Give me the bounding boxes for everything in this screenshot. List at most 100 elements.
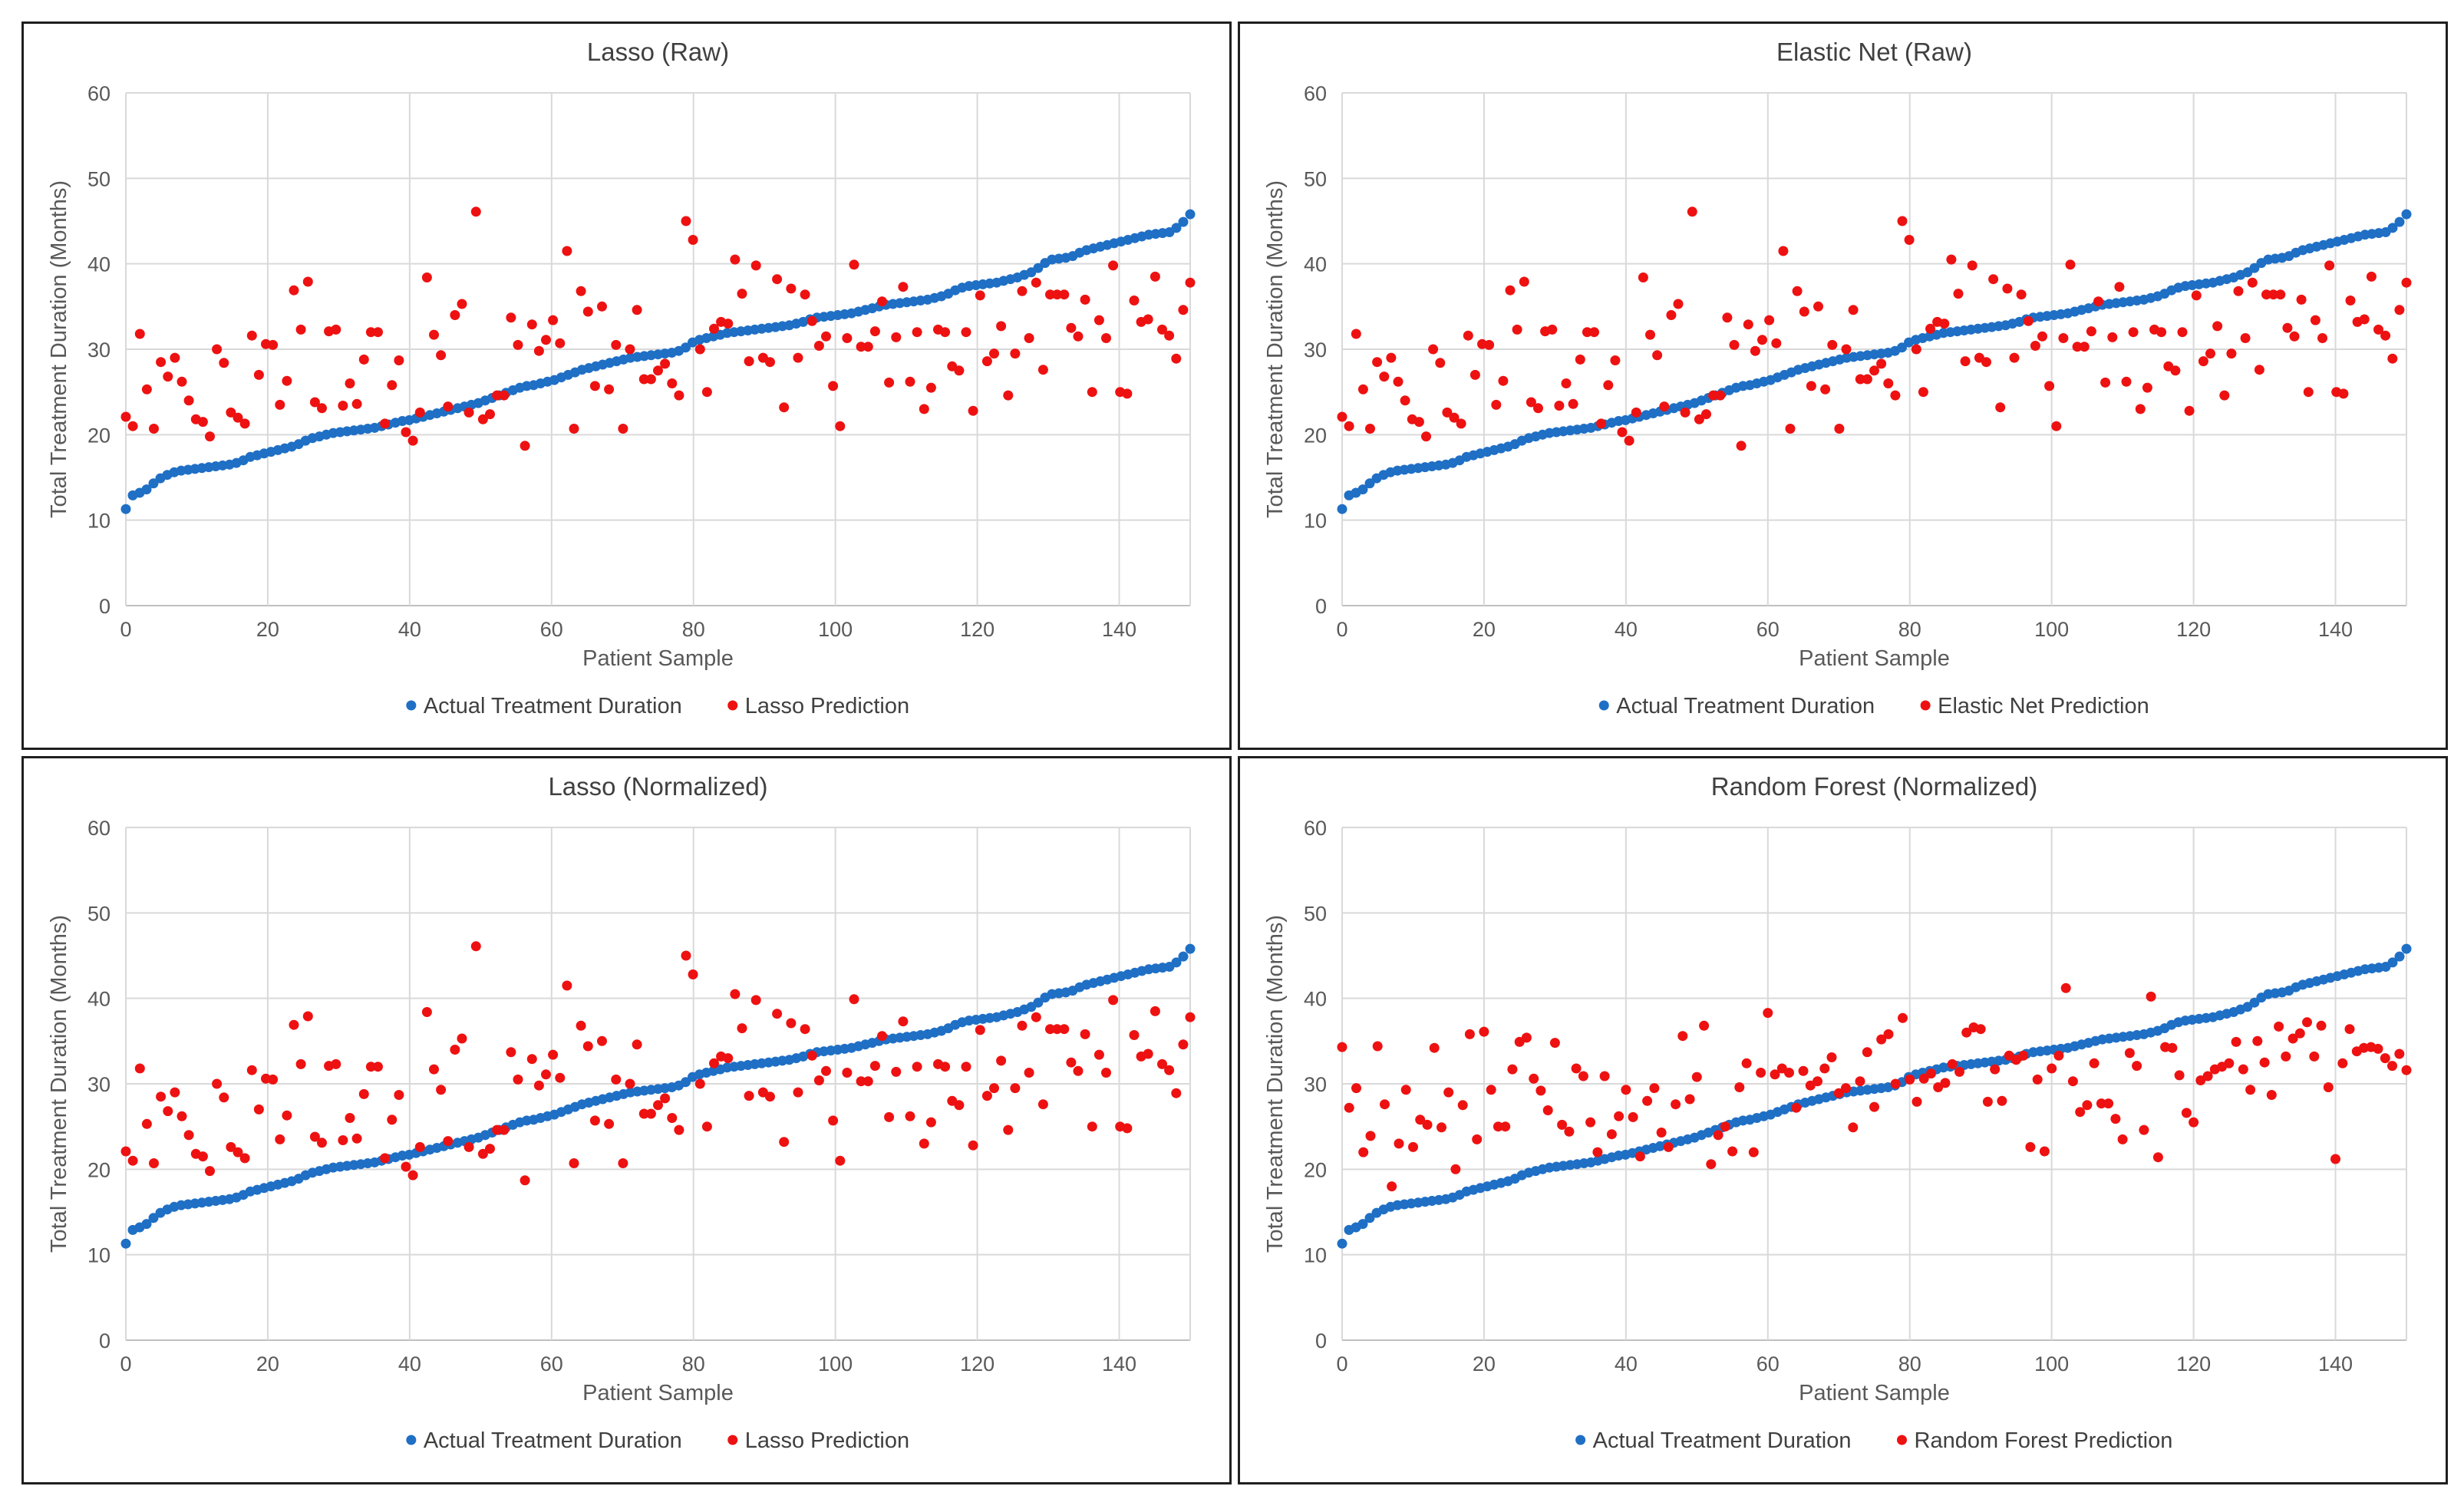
series-actual — [120, 943, 1196, 1249]
prediction-point — [1357, 384, 1368, 395]
prediction-point — [1610, 355, 1621, 365]
prediction-point — [863, 342, 873, 352]
prediction-point — [1834, 424, 1845, 434]
prediction-point — [1519, 276, 1529, 287]
prediction-point — [246, 1065, 257, 1075]
prediction-point — [1415, 1115, 1426, 1125]
x-tick-label: 0 — [120, 1352, 131, 1375]
prediction-point — [1820, 384, 1831, 395]
prediction-point — [233, 412, 243, 423]
prediction-point — [793, 352, 803, 363]
prediction-point — [632, 305, 642, 315]
prediction-point — [1967, 260, 1977, 271]
y-tick-label: 10 — [87, 1244, 111, 1267]
prediction-point — [149, 424, 159, 434]
y-tick-label: 60 — [87, 817, 111, 840]
prediction-point — [1380, 1099, 1390, 1110]
prediction-point — [1603, 380, 1614, 391]
prediction-point — [2093, 296, 2103, 307]
prediction-point — [1614, 1111, 1625, 1121]
prediction-point — [1715, 390, 1726, 401]
x-tick-label: 20 — [256, 618, 279, 641]
prediction-point — [1791, 1102, 1802, 1113]
prediction-point — [289, 1019, 299, 1030]
prediction-point — [1491, 399, 1502, 410]
prediction-point — [1982, 1096, 1993, 1107]
prediction-point — [1592, 1147, 1603, 1158]
prediction-point — [1756, 1068, 1766, 1078]
prediction-point — [772, 274, 783, 285]
series-actual — [1337, 209, 2412, 514]
legend-label: Actual Treatment Duration — [424, 1428, 682, 1453]
prediction-point — [701, 1121, 712, 1132]
prediction-point — [1734, 1082, 1745, 1092]
prediction-point — [1813, 301, 1823, 312]
prediction-point — [1093, 1049, 1104, 1060]
prediction-point — [2261, 289, 2271, 300]
prediction-point — [919, 1138, 929, 1149]
prediction-point — [2274, 1021, 2284, 1032]
prediction-point — [2316, 1020, 2327, 1031]
prediction-point — [1926, 1068, 1936, 1079]
prediction-point — [2259, 1057, 2270, 1068]
prediction-point — [506, 1047, 516, 1058]
prediction-point — [968, 1140, 978, 1151]
actual-point — [120, 504, 131, 514]
prediction-point — [1833, 1088, 1844, 1098]
prediction-point — [869, 1061, 880, 1072]
prediction-point — [828, 381, 839, 391]
prediction-point — [694, 1078, 705, 1089]
prediction-point — [2018, 1050, 2029, 1061]
prediction-point — [2224, 1058, 2235, 1068]
y-tick-label: 40 — [1304, 988, 1327, 1011]
prediction-point — [2110, 1114, 2121, 1124]
prediction-point — [197, 1151, 208, 1162]
actual-point — [681, 1077, 691, 1088]
x-tick-label: 60 — [540, 1352, 563, 1375]
prediction-point — [289, 285, 299, 296]
prediction-point — [863, 1076, 873, 1087]
prediction-point — [2023, 315, 2034, 326]
prediction-point — [1621, 1085, 1631, 1095]
prediction-point — [813, 1075, 824, 1085]
prediction-point — [2114, 282, 2125, 292]
prediction-point — [694, 344, 705, 355]
prediction-point — [2359, 314, 2370, 325]
prediction-point — [1826, 1052, 1837, 1062]
prediction-point — [667, 378, 678, 388]
prediction-point — [2016, 289, 2027, 300]
prediction-point — [562, 980, 572, 991]
prediction-point — [436, 350, 447, 361]
prediction-point — [555, 338, 566, 348]
y-tick-label: 30 — [1304, 338, 1327, 362]
series-prediction — [1337, 206, 2412, 451]
x-tick-label: 20 — [256, 1352, 279, 1375]
x-tick-label: 120 — [960, 1352, 995, 1375]
prediction-point — [2245, 1085, 2256, 1095]
prediction-point — [569, 424, 579, 434]
prediction-point — [1052, 289, 1063, 300]
prediction-point — [1599, 1071, 1610, 1082]
prediction-point — [2275, 289, 2286, 300]
prediction-point — [1701, 409, 1711, 420]
prediction-point — [1003, 390, 1014, 401]
prediction-point — [365, 1062, 376, 1072]
prediction-point — [618, 1158, 628, 1168]
prediction-point — [2103, 1098, 2114, 1109]
prediction-point — [2039, 1146, 2050, 1157]
chart-svg-lasso-normalized: Lasso (Normalized) 0 10 20 30 40 50 60 0 20 40 60 80… — [47, 772, 1196, 1453]
prediction-point — [750, 995, 761, 1006]
prediction-point — [1066, 1057, 1077, 1068]
prediction-point — [1437, 1122, 1446, 1133]
prediction-point — [1897, 216, 1908, 226]
prediction-point — [2047, 1063, 2057, 1074]
prediction-point — [1505, 285, 1516, 296]
prediction-point — [1673, 299, 1684, 309]
prediction-point — [2152, 1152, 2163, 1163]
prediction-point — [1037, 365, 1048, 375]
prediction-point — [338, 401, 348, 411]
prediction-point — [1400, 395, 1410, 406]
prediction-point — [463, 407, 474, 418]
prediction-point — [1003, 1124, 1014, 1135]
prediction-point — [1037, 1099, 1048, 1110]
